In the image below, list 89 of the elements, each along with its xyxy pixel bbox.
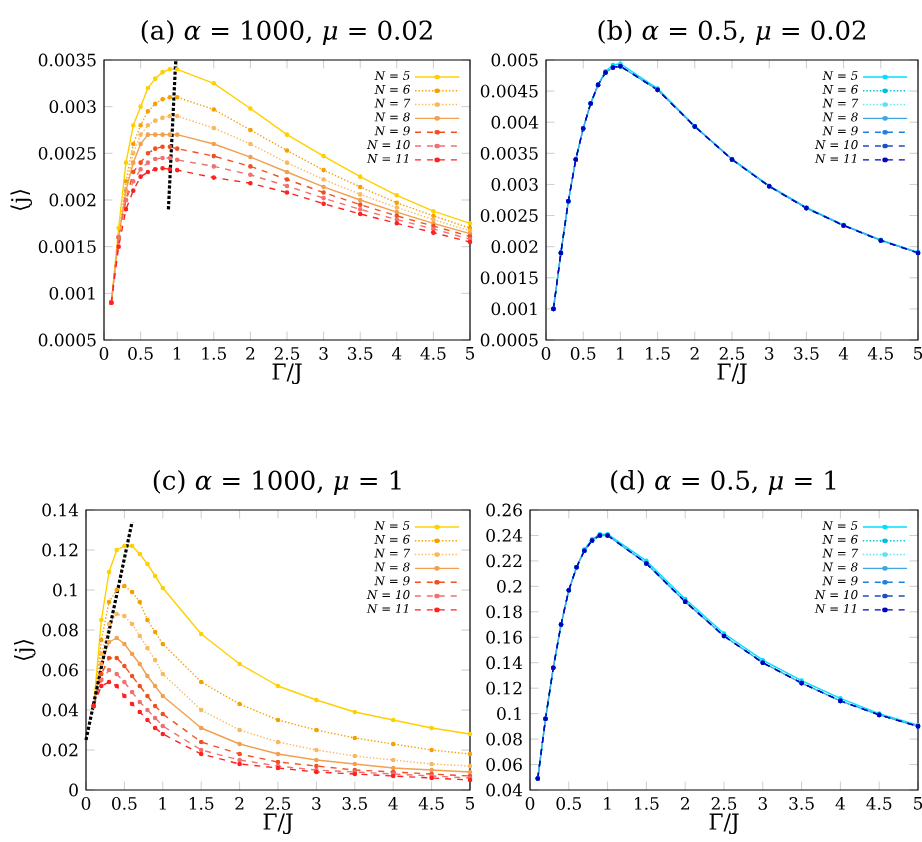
y-tick-label: 0.12 [42,543,78,557]
x-tick-label: 1.5 [202,347,226,360]
x-tick-label: 1 [604,797,611,810]
x-tick-label: 3 [765,347,774,360]
x-tick-label: 2 [680,797,689,810]
y-tick-label: 0.08 [42,623,78,637]
x-tick-label: 4 [838,347,849,360]
chart-title: (d) α = 0.5, μ = 1 [611,469,836,495]
y-tick-label: 0.001 [491,302,537,316]
x-tick-label: 2.5 [719,347,745,360]
x-tick-label: 2.5 [711,797,737,810]
x-tick-label: 4.5 [866,797,892,810]
x-tick-label: 3.5 [342,797,367,810]
x-tick-label: 1.5 [646,347,670,360]
x-tick-label: 0.5 [112,797,137,810]
y-tick-label: 0.0025 [38,146,96,160]
y-tick-label: 0.0035 [38,53,96,67]
y-tick-label: 0.005 [491,53,538,67]
y-tick-label: 0.0025 [480,209,538,222]
y-tick-label: 0.003 [49,100,96,114]
y-tick-label: 0.08 [486,732,522,746]
x-tick-label: 1.5 [635,797,659,810]
x-tick-label: 1.5 [189,797,214,810]
y-axis-title: ⟨j⟩ [10,190,32,210]
x-axis-title: Γ/J [263,813,293,835]
y-tick-label: 0.22 [486,554,522,568]
y-tick-label: 0.24 [486,529,523,542]
x-tick-label: 3.5 [348,347,373,360]
y-tick-label: 0.06 [42,663,78,677]
x-tick-label: 2.5 [265,797,291,810]
y-tick-label: 0.004 [491,115,539,129]
y-tick-label: 0.0005 [38,333,96,347]
x-axis-title: Γ/J [709,813,739,835]
x-axis-title: Γ/J [272,363,302,385]
y-tick-label: 0.16 [486,630,522,644]
x-tick-label: 3 [319,347,328,360]
y-tick-label: 0.18 [486,605,522,619]
chart-title: (b) α = 0.5, μ = 0.02 [598,19,865,45]
y-tick-label: 0.14 [42,503,79,517]
y-tick-label: 0.0015 [480,271,538,285]
y-tick-label: 0.02 [42,743,78,757]
x-tick-label: 0 [99,347,109,360]
x-tick-label: 4 [835,797,845,810]
y-tick-label: 0.0015 [38,240,96,254]
y-tick-label: 0.002 [491,240,538,254]
y-tick-label: 0.0005 [480,333,538,347]
x-tick-label: 3 [312,797,321,810]
x-tick-label: 1 [617,347,624,360]
y-tick-label: 0.0045 [480,84,538,98]
x-tick-label: 0 [541,347,551,360]
x-tick-label: 5 [466,347,475,360]
x-tick-label: 3 [758,797,767,810]
y-tick-label: 0.26 [486,503,522,517]
x-tick-label: 5 [914,797,922,810]
x-tick-label: 2 [246,347,255,360]
y-tick-label: 0.14 [486,656,523,670]
x-tick-label: 0.5 [556,797,581,810]
y-tick-label: 0.1 [53,583,77,597]
x-tick-label: 5 [466,797,475,810]
x-axis-title: Γ/J [717,363,747,385]
y-tick-label: 0 [69,783,78,797]
x-tick-label: 1 [173,347,181,360]
y-tick-label: 0.003 [491,178,538,191]
y-tick-label: 0.06 [486,758,522,771]
x-tick-label: 4 [388,797,398,810]
x-tick-label: 5 [914,347,922,360]
x-tick-label: 0.5 [128,347,153,360]
x-tick-label: 4.5 [418,797,444,810]
chart-title: (c) α = 1000, μ = 1 [153,469,401,495]
x-tick-label: 2.5 [274,347,300,360]
x-tick-label: 1 [159,797,166,810]
y-tick-label: 0.001 [49,286,95,300]
y-axis-title: ⟨j⟩ [14,640,36,660]
y-tick-label: 0.1 [497,707,521,721]
x-tick-label: 0.5 [570,347,596,360]
x-tick-label: 4 [391,347,402,360]
x-tick-label: 2 [690,347,699,360]
y-tick-label: 0.04 [486,783,523,797]
y-tick-label: 0.2 [497,579,522,593]
x-tick-label: 2 [235,797,244,810]
x-tick-label: 4.5 [867,347,893,360]
y-tick-label: 0.12 [486,681,522,695]
y-tick-label: 0.04 [42,703,79,717]
y-tick-label: 0.002 [49,193,96,207]
chart-title: (a) α = 1000, μ = 0.02 [141,19,432,45]
x-tick-label: 4.5 [420,347,446,360]
y-tick-label: 0.0035 [480,146,538,160]
x-tick-label: 3.5 [789,797,814,810]
x-tick-label: 3.5 [794,347,819,360]
